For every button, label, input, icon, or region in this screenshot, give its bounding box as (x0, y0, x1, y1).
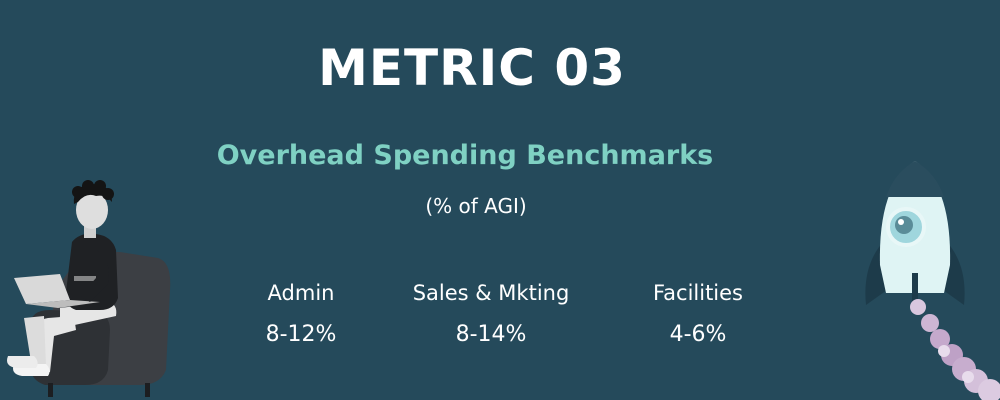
metric-value: 8-12% (265, 322, 337, 347)
metric-label: Facilities (653, 281, 743, 305)
metric-admin: Admin 8-12% (191, 278, 411, 350)
unit-note: (% of AGI) (425, 194, 527, 218)
metric-value: 8-14% (455, 322, 527, 347)
page-subtitle: Overhead Spending Benchmarks (216, 140, 714, 171)
metric-value: 4-6% (669, 322, 727, 347)
metric-label: Sales & Mkting (412, 281, 570, 305)
metric-sales-marketing: Sales & Mkting 8-14% (381, 278, 601, 350)
page-title: METRIC 03 (318, 39, 626, 97)
person-with-laptop-illustration (7, 180, 171, 397)
metric-label: Admin (267, 281, 335, 305)
rocket-illustration (865, 161, 1000, 400)
metric-facilities: Facilities 4-6% (588, 278, 808, 350)
